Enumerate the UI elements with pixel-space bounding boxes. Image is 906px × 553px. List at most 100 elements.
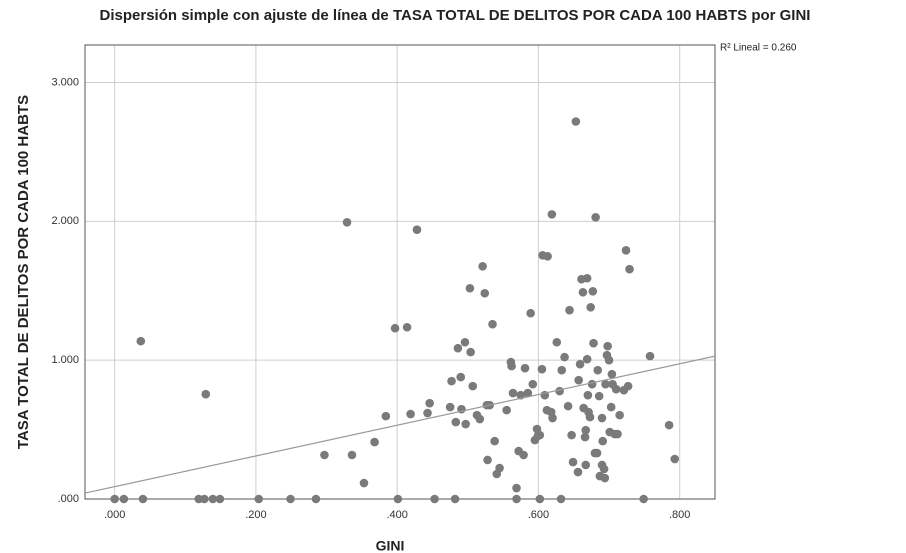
- point: [578, 287, 588, 297]
- x-tick-label: .800: [669, 509, 690, 521]
- point: [639, 494, 648, 504]
- point: [599, 464, 609, 474]
- fit-line: [84, 355, 716, 494]
- point: [215, 494, 225, 504]
- point: [568, 457, 578, 467]
- point: [520, 363, 530, 373]
- point: [556, 494, 566, 504]
- point: [613, 429, 622, 439]
- chart-title: Dispersión simple con ajuste de línea de…: [100, 7, 811, 24]
- point: [461, 419, 470, 429]
- point: [625, 264, 634, 274]
- point: [606, 402, 616, 412]
- x-tick-label: .000: [104, 509, 125, 521]
- point: [406, 409, 415, 419]
- point: [565, 305, 574, 315]
- point: [583, 390, 593, 400]
- point: [286, 494, 295, 504]
- point: [586, 302, 595, 312]
- point: [581, 425, 591, 435]
- point: [508, 388, 518, 398]
- point: [390, 323, 400, 333]
- point: [574, 375, 583, 385]
- x-tick-label: .600: [528, 509, 549, 521]
- point: [557, 365, 567, 375]
- x-tick-label: .200: [245, 509, 266, 521]
- point: [381, 411, 391, 421]
- point: [512, 494, 521, 504]
- point: [342, 217, 352, 227]
- point: [468, 381, 478, 391]
- point: [621, 246, 631, 255]
- point: [563, 401, 573, 411]
- point: [535, 494, 545, 504]
- point: [320, 450, 329, 460]
- y-tick-label: 3.000: [51, 76, 79, 88]
- point: [475, 414, 485, 424]
- point: [597, 413, 607, 423]
- point: [200, 494, 209, 504]
- point: [594, 391, 604, 401]
- point: [567, 430, 576, 440]
- point: [604, 355, 614, 365]
- point: [430, 494, 439, 504]
- point: [490, 436, 499, 446]
- point: [573, 467, 583, 477]
- point: [611, 384, 621, 394]
- point: [445, 402, 455, 412]
- y-axis-label: TASA TOTAL DE DELITOS POR CADA 100 HABTS: [15, 95, 32, 449]
- point: [447, 376, 456, 386]
- point: [483, 455, 492, 465]
- point: [548, 413, 557, 423]
- point: [670, 454, 680, 464]
- point: [598, 436, 608, 446]
- point: [582, 354, 592, 364]
- point: [495, 463, 504, 473]
- point: [607, 369, 617, 379]
- point: [523, 388, 533, 398]
- point: [451, 417, 461, 427]
- x-tick-label: .400: [386, 509, 407, 521]
- point: [480, 288, 490, 298]
- point: [450, 494, 460, 504]
- point: [502, 405, 511, 415]
- point: [507, 361, 516, 371]
- x-axis-label: GINI: [376, 538, 405, 553]
- point: [254, 494, 264, 504]
- point: [615, 410, 624, 420]
- point: [591, 212, 600, 222]
- point: [512, 483, 521, 493]
- point: [645, 351, 655, 361]
- point: [466, 347, 475, 357]
- point: [589, 338, 598, 348]
- point: [311, 494, 321, 504]
- point: [110, 494, 119, 504]
- point: [138, 494, 148, 504]
- point: [423, 408, 432, 418]
- point: [623, 381, 633, 391]
- point: [119, 494, 129, 504]
- point: [465, 283, 475, 293]
- y-tick-label: .000: [58, 493, 79, 505]
- point: [460, 337, 470, 347]
- point: [402, 322, 412, 332]
- point: [571, 117, 581, 126]
- point: [582, 273, 592, 283]
- point: [412, 225, 422, 234]
- point: [456, 372, 466, 382]
- point: [478, 262, 487, 271]
- point: [592, 448, 602, 458]
- point: [580, 432, 590, 442]
- point: [575, 359, 585, 369]
- point: [664, 420, 674, 430]
- y-tick-label: 2.000: [51, 215, 79, 227]
- point: [519, 450, 528, 460]
- point: [600, 473, 610, 483]
- point: [136, 336, 146, 346]
- point: [535, 430, 545, 440]
- point: [543, 252, 552, 261]
- r2-annotation: R² Lineal = 0.260: [720, 43, 797, 54]
- point: [585, 412, 595, 422]
